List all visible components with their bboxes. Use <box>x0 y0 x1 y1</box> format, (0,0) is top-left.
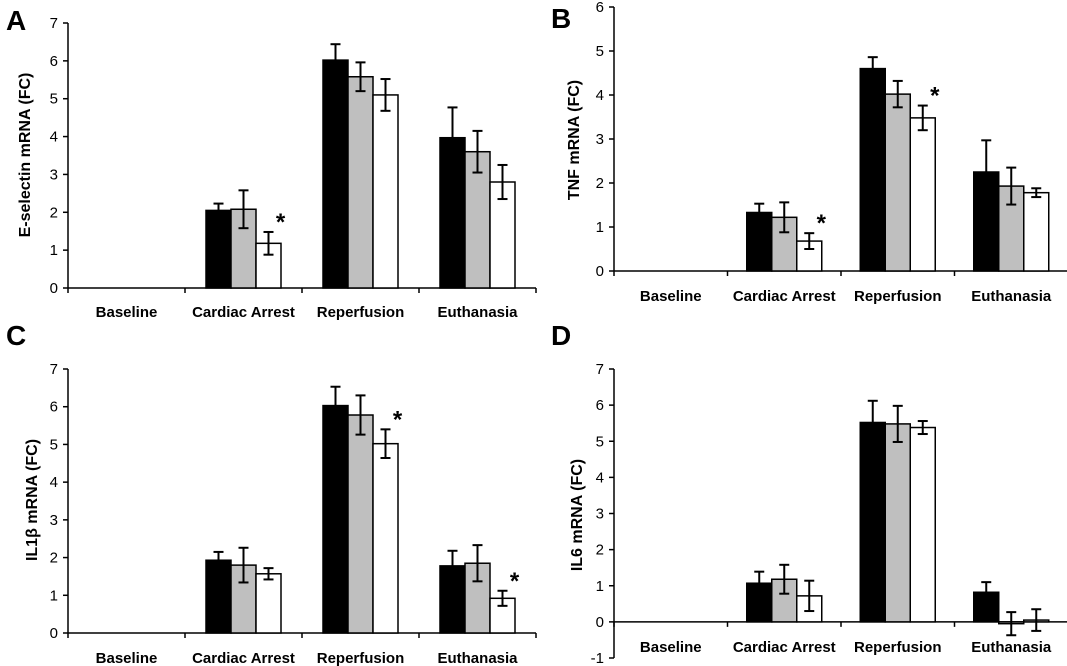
y-axis-label: IL1β mRNA (FC) <box>24 439 41 561</box>
significance-marker: * <box>930 83 940 110</box>
bar <box>859 421 886 623</box>
category-label: Euthanasia <box>437 304 518 321</box>
y-tick-label: 5 <box>50 436 58 453</box>
panel-A: A E-selectin mRNA (FC) 0 1 2 3 4 5 6 7 Baseline Car… <box>6 5 537 321</box>
y-axis-label: IL6 mRNA (FC) <box>569 459 586 571</box>
y-axis-label: TNF mRNA (FC) <box>566 80 583 200</box>
category-label: Cardiac Arrest <box>192 304 295 321</box>
bar <box>205 209 232 289</box>
category-label: Cardiac Arrest <box>733 639 836 656</box>
category-label: Baseline <box>96 650 158 666</box>
significance-marker: * <box>817 210 827 237</box>
category-label: Euthanasia <box>971 288 1052 305</box>
significance-marker: * <box>276 209 286 236</box>
bar <box>439 565 466 634</box>
y-tick-label: 1 <box>596 219 604 236</box>
y-tick-label: -1 <box>591 650 604 666</box>
panel-C: C IL1β mRNA (FC) 0 1 2 3 4 5 6 7 Baseline Cardiac A… <box>6 320 537 666</box>
panel-label: D <box>551 320 571 351</box>
bar <box>372 94 399 289</box>
y-tick-label: 2 <box>596 175 604 192</box>
category-label: Cardiac Arrest <box>192 650 295 666</box>
bar <box>884 93 911 272</box>
category-label: Reperfusion <box>854 639 942 656</box>
significance-marker: * <box>393 406 403 433</box>
y-tick-label: 7 <box>50 361 58 378</box>
bar <box>909 117 936 272</box>
significance-marker: * <box>510 568 520 595</box>
bar <box>347 76 374 289</box>
category-label: Reperfusion <box>854 288 942 305</box>
y-tick-label: 0 <box>50 625 58 642</box>
y-tick-label: 4 <box>596 87 604 104</box>
y-tick-label: 2 <box>50 550 58 567</box>
y-tick-label: 6 <box>596 397 604 414</box>
category-label: Baseline <box>640 288 702 305</box>
bar <box>372 442 399 634</box>
category-label: Euthanasia <box>437 650 518 666</box>
category-label: Euthanasia <box>971 639 1052 656</box>
y-tick-label: 0 <box>50 280 58 297</box>
y-tick-label: 1 <box>50 587 58 604</box>
bar <box>1023 191 1050 272</box>
category-label: Cardiac Arrest <box>733 288 836 305</box>
y-tick-label: 0 <box>596 263 604 280</box>
bar <box>205 559 232 634</box>
category-label: Baseline <box>640 639 702 656</box>
y-tick-label: 4 <box>50 474 58 491</box>
y-tick-label: 5 <box>50 91 58 108</box>
category-label: Baseline <box>96 304 158 321</box>
category-label: Reperfusion <box>317 304 405 321</box>
y-tick-label: 6 <box>50 399 58 416</box>
panel-label: A <box>6 5 26 36</box>
y-tick-label: 1 <box>596 578 604 595</box>
y-axis-label: E-selectin mRNA (FC) <box>17 73 34 238</box>
panel-B: B TNF mRNA (FC) 0 1 2 3 4 5 6 Baseline Cardiac Arr… <box>551 0 1067 305</box>
y-tick-label: 2 <box>596 542 604 559</box>
y-tick-label: 5 <box>596 433 604 450</box>
y-tick-label: 3 <box>50 166 58 183</box>
bar <box>322 59 349 289</box>
panel-label: B <box>551 3 571 34</box>
y-tick-label: 4 <box>596 469 604 486</box>
y-tick-label: 0 <box>596 614 604 631</box>
y-tick-label: 6 <box>596 0 604 16</box>
y-tick-label: 3 <box>50 512 58 529</box>
y-tick-label: 6 <box>50 53 58 70</box>
panel-D: D IL6 mRNA (FC) -1 0 1 2 3 4 5 6 7 Baseline Cardiac … <box>551 320 1067 666</box>
y-tick-label: 4 <box>50 129 58 146</box>
y-tick-label: 3 <box>596 506 604 523</box>
panel-label: C <box>6 320 26 351</box>
y-tick-label: 2 <box>50 204 58 221</box>
y-tick-label: 5 <box>596 43 604 60</box>
bar <box>884 423 911 623</box>
bar <box>255 573 282 634</box>
bar <box>347 414 374 634</box>
y-tick-label: 1 <box>50 242 58 259</box>
category-label: Reperfusion <box>317 650 405 666</box>
bar <box>909 426 936 623</box>
y-tick-label: 7 <box>50 15 58 32</box>
bar <box>859 67 886 272</box>
bar <box>322 404 349 634</box>
y-tick-label: 3 <box>596 131 604 148</box>
y-tick-label: 7 <box>596 361 604 378</box>
